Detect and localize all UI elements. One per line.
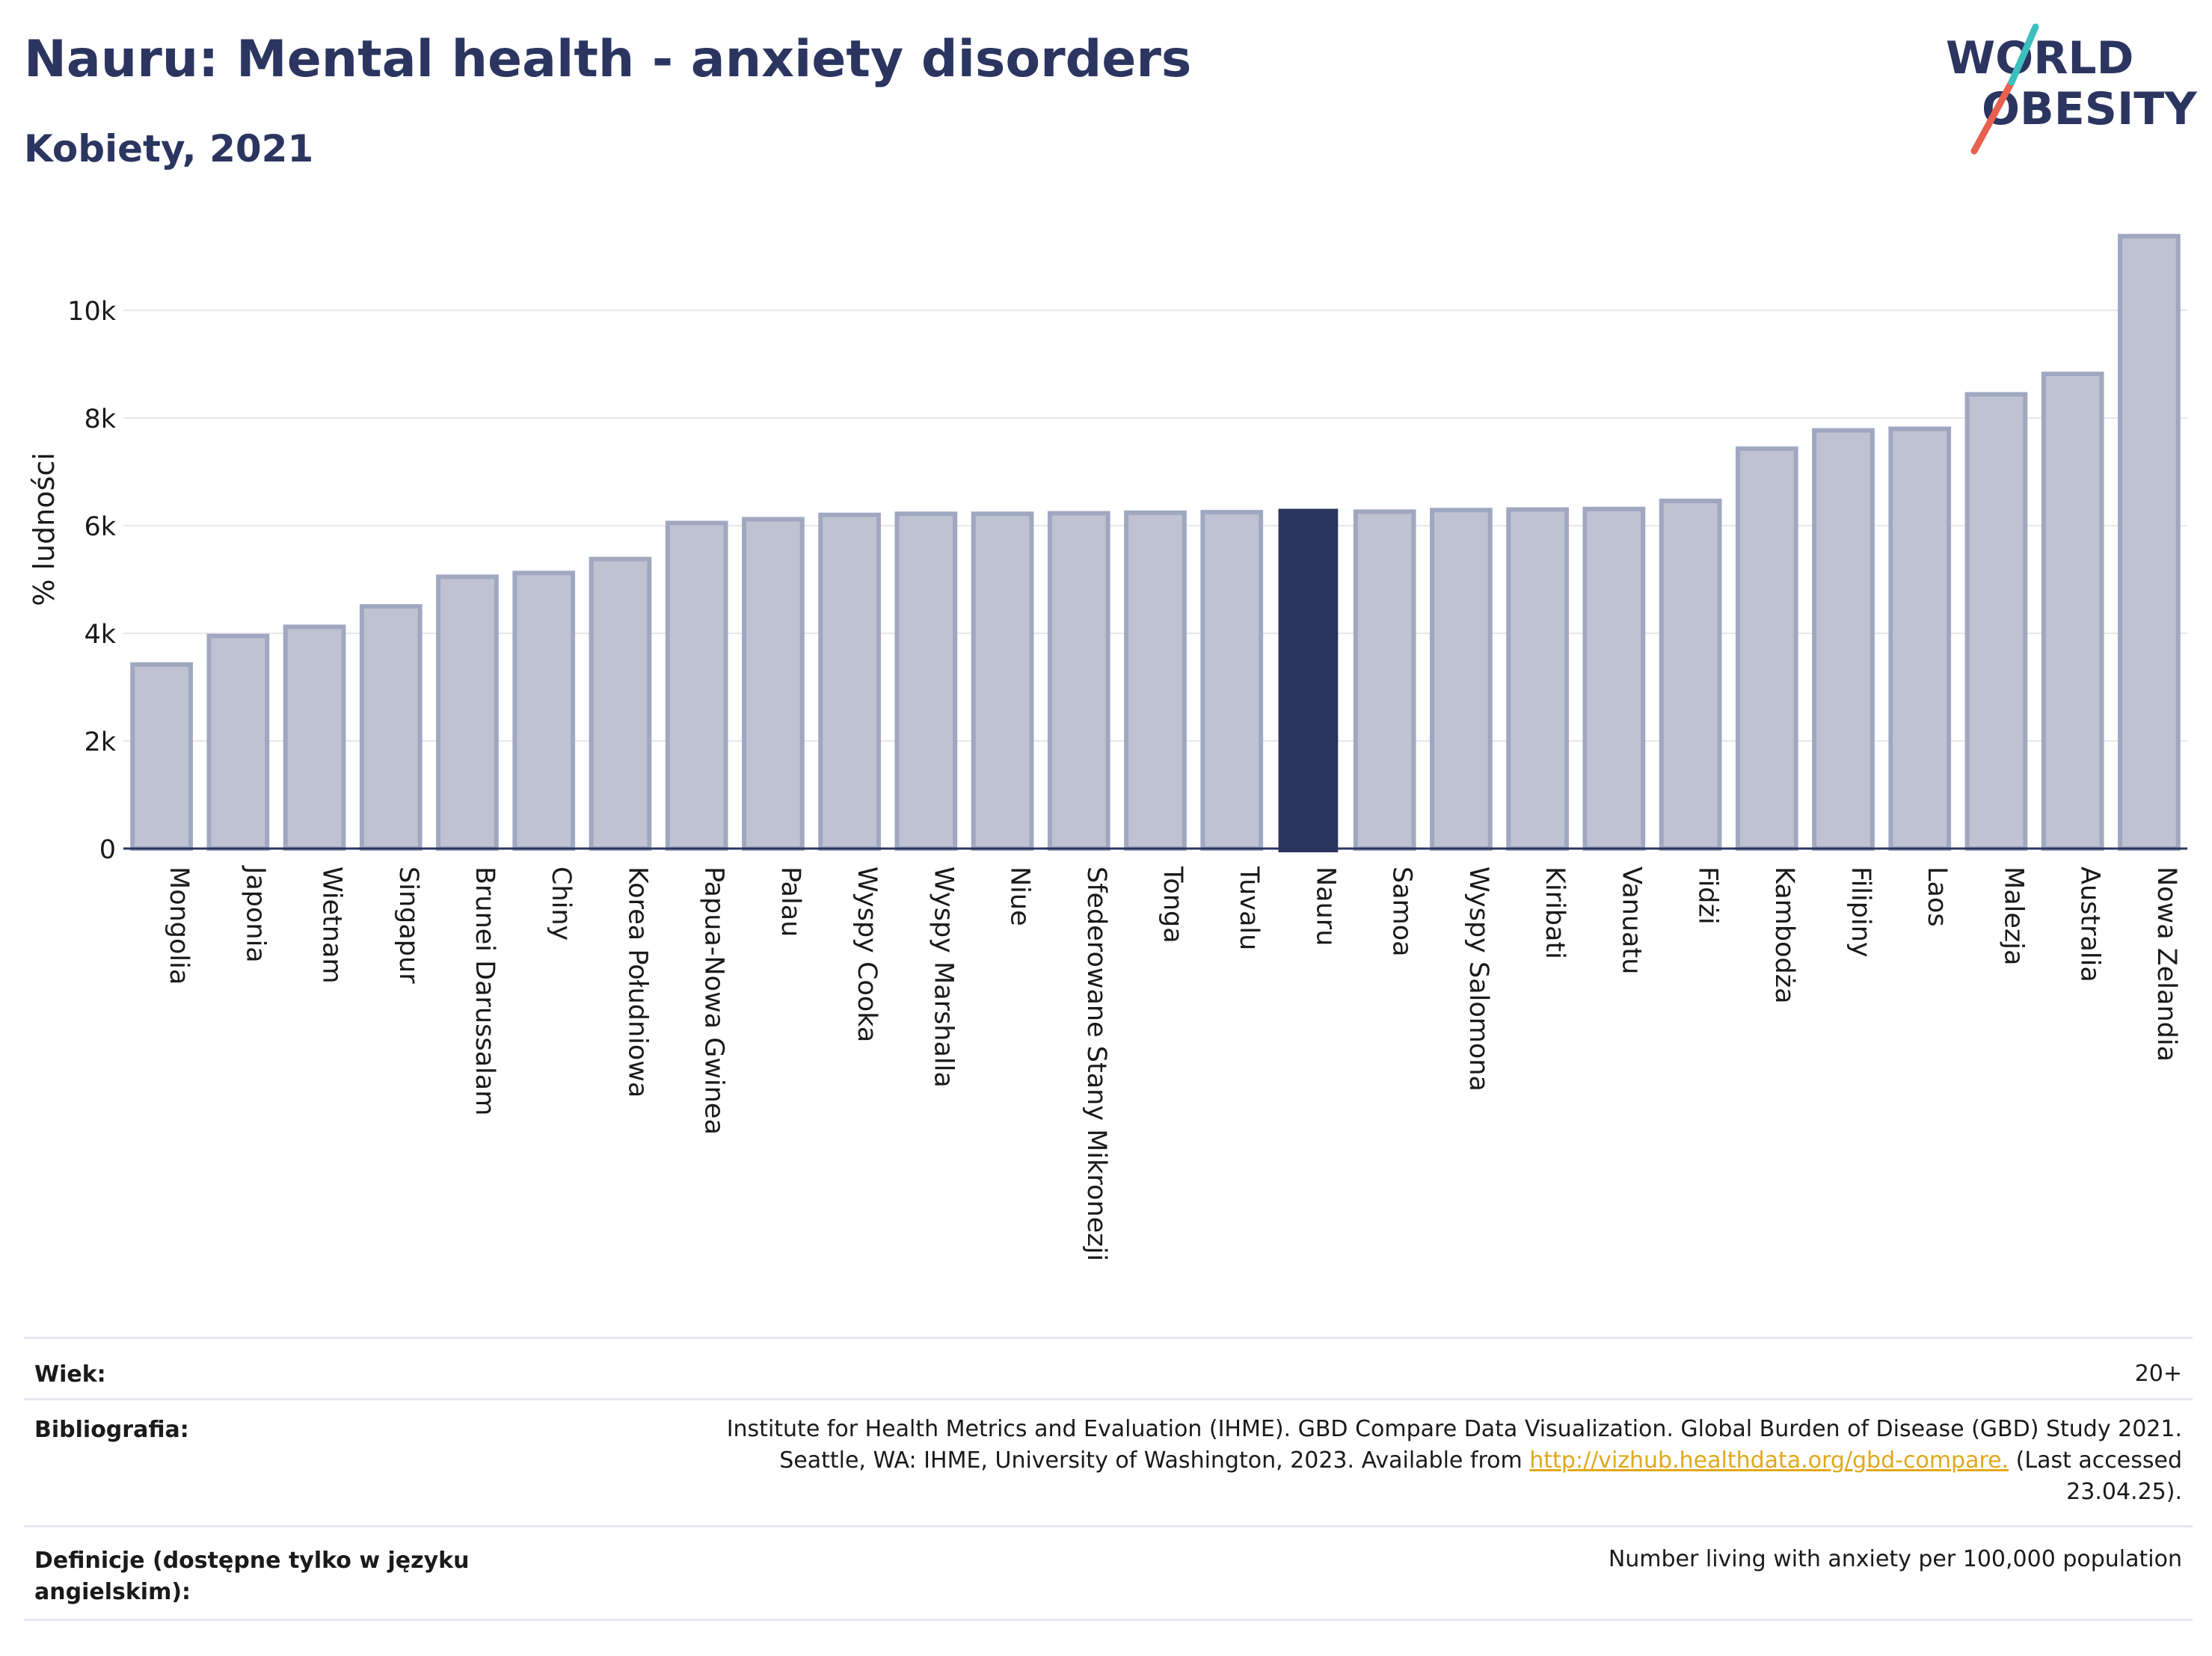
info-table: Wiek: 20+ Bibliografia: Institute for He… bbox=[24, 1337, 2193, 1651]
bibliography-line-1: Institute for Health Metrics and Evaluat… bbox=[726, 1416, 2182, 1442]
x-tick-label: Japonia bbox=[240, 865, 270, 963]
bibliography-line-3: 23.04.25). bbox=[2066, 1479, 2182, 1505]
bibliography-label: Bibliografia: bbox=[34, 1417, 189, 1443]
bibliography-line-2: Seattle, WA: IHME, University of Washing… bbox=[727, 1445, 2182, 1477]
x-tick-label: Kambodża bbox=[1769, 867, 1799, 1004]
bar[interactable] bbox=[1047, 511, 1110, 851]
x-tick-label: Kiribati bbox=[1540, 867, 1570, 959]
logo-slash-red bbox=[1970, 79, 2015, 155]
definitions-value: Number living with anxiety per 100,000 p… bbox=[1608, 1546, 2182, 1572]
x-tick-label: Sfederowane Stany Mikronezji bbox=[1081, 867, 1111, 1261]
x-tick-label: Malezja bbox=[1998, 867, 2028, 965]
bar[interactable] bbox=[1278, 508, 1339, 852]
x-tick-label: Vanuatu bbox=[1616, 867, 1646, 974]
x-tick-label: Nowa Zelandia bbox=[2151, 867, 2181, 1062]
y-tick-label: 2k bbox=[84, 727, 116, 757]
bar[interactable] bbox=[1200, 510, 1264, 852]
definitions-label-line-2: angielskim): bbox=[34, 1579, 191, 1605]
x-tick-label: Chiny bbox=[546, 867, 576, 941]
bar-layer bbox=[130, 233, 2181, 852]
bar[interactable] bbox=[2041, 372, 2104, 851]
x-tick-label: Wyspy Marshalla bbox=[928, 867, 958, 1088]
x-tick-label: Singapur bbox=[393, 867, 423, 984]
age-value: 20+ bbox=[2134, 1361, 2182, 1387]
bar[interactable] bbox=[665, 520, 728, 852]
logo-slash-teal bbox=[2008, 23, 2039, 86]
bar[interactable] bbox=[1124, 510, 1187, 851]
x-tick-label: Wyspy Cooka bbox=[852, 867, 882, 1042]
bar[interactable] bbox=[818, 512, 881, 851]
definitions-label: Definicje (dostępne tylko w języku angie… bbox=[34, 1545, 469, 1608]
bar[interactable] bbox=[436, 574, 499, 851]
x-tick-label: Wietnam bbox=[317, 867, 347, 984]
bar[interactable] bbox=[283, 624, 346, 851]
bibliography-line-2-tail: (Last accessed bbox=[2009, 1447, 2182, 1474]
bar[interactable] bbox=[1506, 507, 1569, 851]
x-tick-label: Papua-Nowa Gwinea bbox=[699, 867, 729, 1135]
bar[interactable] bbox=[1812, 428, 1875, 851]
bar[interactable] bbox=[589, 556, 652, 852]
x-tick-label: Fidżi bbox=[1693, 867, 1723, 925]
y-tick-label: 8k bbox=[84, 404, 116, 434]
axis-layer: 0 2k 4k 6k 8k 10k Mongolia Japonia Wietnam Singap… bbox=[67, 297, 2187, 1261]
bar-chart: 0 2k 4k 6k 8k 10k Mongolia Japonia Wietnam Singap… bbox=[28, 233, 2187, 1261]
y-axis-label: % ludności bbox=[28, 452, 61, 606]
logo-text-obesity: OBESITY bbox=[1982, 83, 2198, 135]
bar[interactable] bbox=[2118, 233, 2181, 852]
bar[interactable] bbox=[1353, 509, 1416, 851]
bar[interactable] bbox=[512, 570, 576, 852]
info-row-definitions: Definicje (dostępne tylko w języku angie… bbox=[24, 1525, 2193, 1621]
world-obesity-logo: WORLD OBESITY bbox=[1946, 23, 2198, 155]
x-tick-label: Korea Południowa bbox=[622, 867, 652, 1098]
x-tick-label: Filipiny bbox=[1846, 867, 1875, 958]
y-tick-label: 10k bbox=[67, 297, 117, 327]
x-tick-label: Palau bbox=[775, 867, 805, 937]
bar[interactable] bbox=[130, 662, 193, 851]
bibliography-value: Institute for Health Metrics and Evaluat… bbox=[727, 1414, 2182, 1508]
x-tick-label: Wyspy Salomona bbox=[1463, 867, 1493, 1092]
x-tick-label: Nauru bbox=[1310, 867, 1340, 946]
age-label: Wiek: bbox=[34, 1361, 106, 1388]
definitions-label-line-1: Definicje (dostępne tylko w języku bbox=[34, 1548, 470, 1574]
bar[interactable] bbox=[1582, 506, 1646, 852]
info-row-bibliography: Bibliografia: Institute for Health Metri… bbox=[24, 1398, 2193, 1527]
x-tick-label: Niue bbox=[1005, 867, 1035, 926]
bar[interactable] bbox=[1888, 426, 1952, 851]
bar[interactable] bbox=[742, 517, 805, 851]
y-tick-label: 0 bbox=[99, 835, 116, 865]
x-tick-label: Mongolia bbox=[164, 867, 194, 985]
x-tick-label: Brunei Darussalam bbox=[470, 867, 500, 1115]
x-tick-label: Tuvalu bbox=[1234, 866, 1264, 950]
chart-title: Nauru: Mental health - anxiety disorders bbox=[24, 30, 1192, 89]
info-row-age: Wiek: 20+ bbox=[24, 1337, 2193, 1400]
bar[interactable] bbox=[206, 633, 270, 851]
bar[interactable] bbox=[1964, 392, 2028, 851]
x-tick-label: Tonga bbox=[1158, 866, 1188, 944]
bibliography-line-2-text: Seattle, WA: IHME, University of Washing… bbox=[779, 1447, 1530, 1474]
x-tick-label: Australia bbox=[2075, 867, 2105, 982]
bar[interactable] bbox=[1659, 498, 1722, 851]
bar[interactable] bbox=[894, 511, 958, 851]
logo-text-world: WORLD bbox=[1946, 32, 2133, 84]
y-tick-label: 4k bbox=[84, 620, 116, 650]
bibliography-link[interactable]: http://vizhub.healthdata.org/gbd-compare… bbox=[1529, 1447, 2009, 1474]
x-tick-label: Samoa bbox=[1387, 867, 1417, 957]
bar[interactable] bbox=[359, 604, 423, 851]
y-tick-label: 6k bbox=[84, 512, 116, 542]
bar[interactable] bbox=[971, 511, 1034, 851]
bar[interactable] bbox=[1735, 446, 1798, 851]
x-tick-label: Laos bbox=[1922, 867, 1952, 927]
bar[interactable] bbox=[1430, 508, 1493, 851]
chart-subtitle: Kobiety, 2021 bbox=[24, 127, 314, 170]
